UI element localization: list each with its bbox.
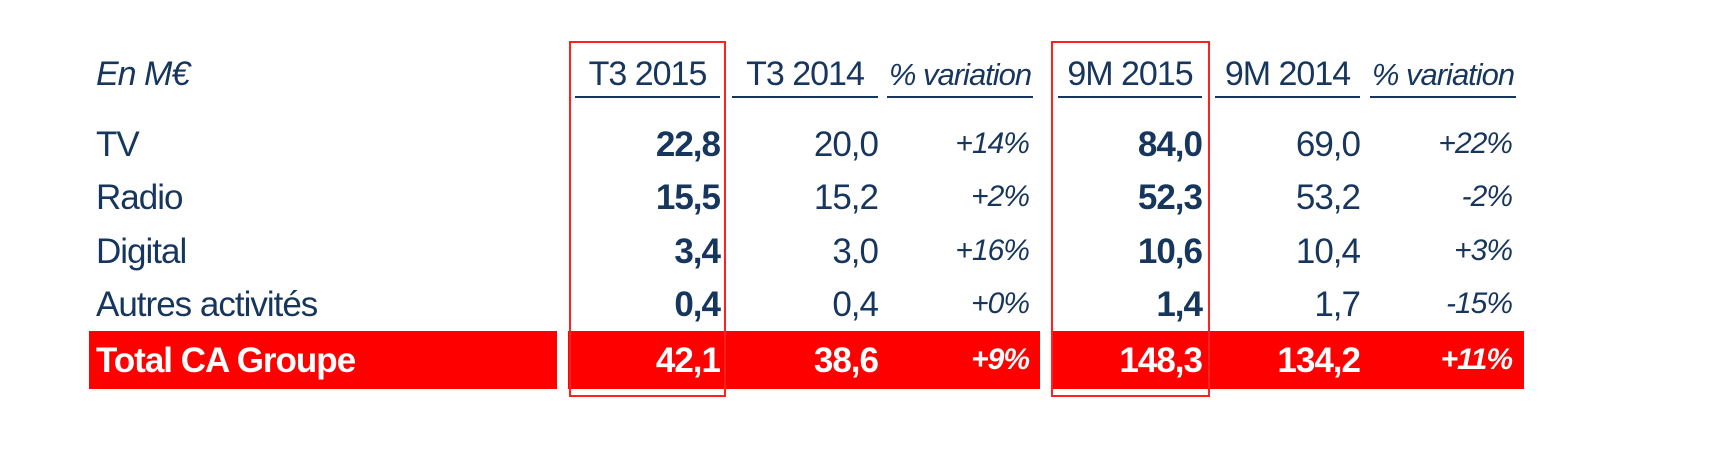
column-header-underline [887, 96, 1033, 98]
value-9m-variation: +3% [1454, 234, 1513, 267]
value-t3-variation: +2% [971, 180, 1030, 213]
total-9m-variation: +11% [1440, 343, 1513, 376]
value-9m-variation: -15% [1445, 287, 1513, 320]
row-label-autres-activites: Autres activités [96, 285, 318, 324]
column-header-9m-2014: 9M 2014 [1224, 55, 1351, 93]
total-t3-variation: +9% [971, 343, 1030, 376]
column-header-t3-variation: % variation [888, 57, 1032, 92]
column-header-underline [1058, 96, 1202, 98]
total-9m-2015: 148,3 [1119, 341, 1203, 380]
value-t3-variation: +16% [955, 234, 1030, 267]
total-9m-2014: 134,2 [1277, 341, 1361, 380]
row-label-digital: Digital [96, 232, 187, 271]
value-9m-2014: 1,7 [1314, 285, 1361, 324]
total-row-label-background [89, 331, 557, 389]
total-t3-2015: 42,1 [655, 341, 721, 380]
value-9m-2014: 69,0 [1295, 125, 1361, 164]
highlight-box-9m-2015 [1051, 41, 1210, 397]
highlight-box-t3-2015 [569, 41, 726, 397]
column-header-9m-variation: % variation [1371, 57, 1515, 92]
value-t3-2014: 20,0 [813, 125, 879, 164]
unit-label: En M€ [96, 55, 190, 93]
column-header-underline [1370, 96, 1516, 98]
value-t3-variation: +14% [955, 127, 1030, 160]
total-row-9m-background [1052, 331, 1524, 389]
value-9m-2014: 53,2 [1295, 178, 1361, 217]
value-9m-2015: 84,0 [1137, 125, 1203, 164]
value-t3-2014: 0,4 [832, 285, 879, 324]
value-t3-2015: 15,5 [655, 178, 721, 217]
value-t3-2014: 15,2 [813, 178, 879, 217]
column-header-underline [1215, 96, 1360, 98]
column-header-t3-2015: T3 2015 [588, 55, 708, 93]
row-label-tv: TV [96, 125, 140, 164]
value-9m-variation: -2% [1461, 180, 1513, 213]
value-t3-2014: 3,0 [832, 232, 879, 271]
column-header-t3-2014: T3 2014 [746, 55, 865, 93]
column-header-9m-2015: 9M 2015 [1067, 55, 1193, 93]
value-9m-2015: 1,4 [1156, 285, 1203, 324]
value-9m-variation: +22% [1438, 127, 1513, 160]
value-t3-variation: +0% [971, 287, 1030, 320]
value-t3-2015: 22,8 [655, 125, 721, 164]
column-header-underline [575, 96, 720, 98]
value-t3-2015: 0,4 [674, 285, 721, 324]
total-t3-2014: 38,6 [813, 341, 879, 380]
total-row-t3-background [568, 331, 1040, 389]
value-9m-2015: 52,3 [1137, 178, 1203, 217]
value-t3-2015: 3,4 [674, 232, 721, 271]
value-9m-2014: 10,4 [1295, 232, 1361, 271]
value-9m-2015: 10,6 [1137, 232, 1203, 271]
column-header-underline [732, 96, 878, 98]
total-row-label: Total CA Groupe [96, 341, 356, 380]
row-label-radio: Radio [96, 178, 183, 217]
